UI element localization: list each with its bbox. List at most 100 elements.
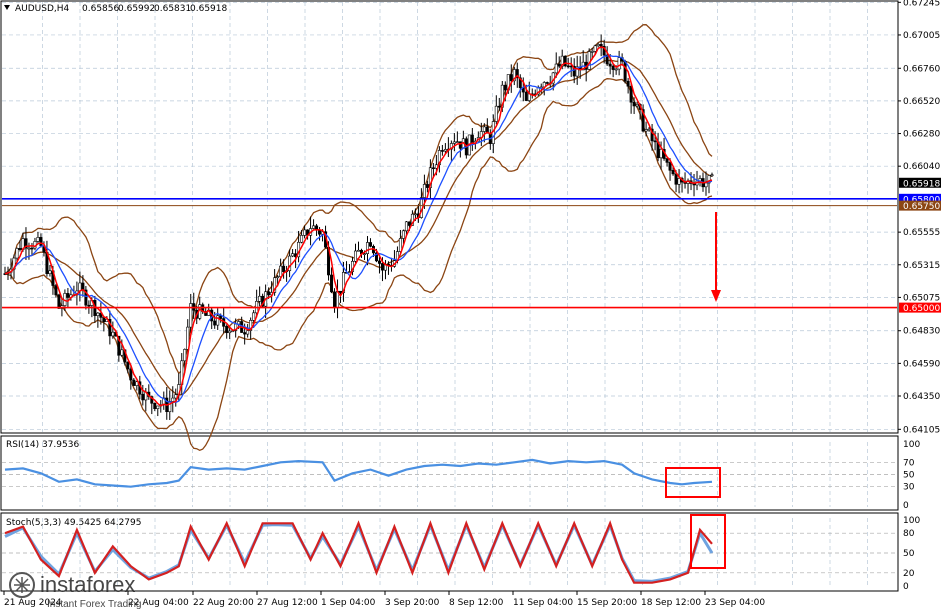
price-tick-label: 0.64350 bbox=[903, 392, 940, 402]
high-value: 0.65992 bbox=[118, 4, 155, 14]
candle-body bbox=[401, 230, 405, 239]
candle-body bbox=[566, 65, 570, 68]
candle-body bbox=[647, 128, 651, 131]
price-tick-label: 0.66520 bbox=[903, 97, 940, 107]
candle-body bbox=[129, 368, 133, 381]
instaforex-watermark: instaforex Instant Forex Trading bbox=[9, 572, 142, 610]
instaforex-logo-icon bbox=[9, 572, 35, 598]
candle-body bbox=[653, 140, 657, 143]
candle-body bbox=[554, 63, 558, 74]
candle-body bbox=[365, 242, 369, 254]
candle-body bbox=[225, 326, 229, 334]
stoch-main-line bbox=[4, 520, 713, 584]
chart-header: AUDUSD,H4 0.65856 0.65992 0.65831 0.6591… bbox=[4, 4, 227, 14]
indicator-tick-label: 50 bbox=[903, 549, 915, 559]
candle-body bbox=[183, 349, 187, 362]
candle-body bbox=[36, 237, 40, 242]
open-value: 0.65856 bbox=[82, 4, 119, 14]
time-tick-label: 23 Sep 04:00 bbox=[705, 598, 765, 608]
candle-body bbox=[102, 317, 106, 323]
candle-body bbox=[659, 149, 663, 159]
candle-body bbox=[18, 248, 22, 250]
instaforex-brand: instaforex bbox=[40, 572, 135, 597]
candle-body bbox=[216, 315, 220, 326]
bollinger_lower-tag-label: 0.65750 bbox=[903, 202, 940, 212]
candle-body bbox=[404, 221, 408, 232]
candle-body bbox=[57, 294, 61, 309]
candle-body bbox=[545, 82, 549, 84]
candle-body bbox=[204, 311, 208, 316]
candle-body bbox=[650, 128, 654, 142]
candle-body bbox=[497, 105, 501, 108]
indicator-tick-label: 100 bbox=[903, 440, 920, 450]
candle-body bbox=[111, 331, 115, 337]
price-tick-label: 0.67245 bbox=[903, 0, 940, 8]
candle-body bbox=[413, 213, 417, 216]
candle-body bbox=[605, 54, 609, 65]
candle-body bbox=[186, 326, 190, 350]
candle-body bbox=[563, 55, 567, 67]
price-tick-label: 0.64105 bbox=[903, 425, 940, 435]
time-axis: 21 Aug 2024 22 Aug 04:00 22 Aug 20:00 27 Au… bbox=[3, 591, 765, 608]
indicator-tick-label: 0 bbox=[903, 582, 909, 592]
candle-body bbox=[704, 182, 708, 188]
candle-body bbox=[515, 69, 519, 79]
time-tick-label: 11 Sep 04:00 bbox=[513, 598, 573, 608]
candle-body bbox=[710, 174, 714, 177]
candle-body bbox=[99, 312, 103, 318]
candle-body bbox=[174, 394, 178, 399]
candle-body bbox=[503, 84, 507, 91]
candle-body bbox=[599, 44, 603, 47]
rsi-axis: 100 70 50 30 0 bbox=[903, 440, 920, 511]
ma-fast-line bbox=[4, 46, 713, 407]
stochastic-title: Stoch(5,3,3) 49.5425 64.2795 bbox=[6, 518, 141, 528]
candle-body bbox=[470, 134, 474, 144]
candle-body bbox=[354, 250, 358, 262]
stochastic-lines bbox=[4, 520, 714, 584]
candle-body bbox=[282, 265, 286, 273]
candle-body bbox=[135, 381, 139, 386]
candle-body bbox=[557, 63, 561, 67]
candle-body bbox=[330, 274, 334, 293]
current_price-tag bbox=[899, 177, 941, 188]
candle-body bbox=[39, 237, 43, 246]
candle-body bbox=[171, 397, 175, 402]
target-tag bbox=[899, 302, 941, 313]
time-tick-label: 3 Sep 20:00 bbox=[385, 598, 440, 608]
candle-body bbox=[641, 109, 645, 132]
time-tick-label: 21 Aug 2024 bbox=[4, 598, 62, 608]
indicator-tick-label: 50 bbox=[903, 471, 915, 481]
rsi-panel bbox=[0, 435, 899, 511]
stochastic-grid bbox=[2, 518, 897, 588]
indicator-tick-label: 30 bbox=[903, 483, 915, 493]
candle-body bbox=[279, 265, 283, 277]
candle-body bbox=[228, 330, 232, 334]
candle-body bbox=[611, 65, 615, 70]
candle-body bbox=[54, 285, 58, 296]
candle-body bbox=[48, 270, 52, 274]
candle-body bbox=[189, 303, 193, 328]
candle-body bbox=[443, 149, 447, 152]
candle-body bbox=[156, 405, 160, 410]
price-tick-label: 0.64830 bbox=[903, 327, 940, 337]
price-tick-label: 0.66760 bbox=[903, 64, 940, 74]
candle-body bbox=[629, 85, 633, 103]
time-tick-label: 27 Aug 12:00 bbox=[257, 598, 318, 608]
time-tick-label: 22 Aug 04:00 bbox=[128, 598, 189, 608]
candle-body bbox=[428, 167, 432, 188]
current_price-tag-label: 0.65918 bbox=[903, 179, 940, 189]
candle-body bbox=[300, 235, 304, 243]
candle-body bbox=[258, 295, 262, 302]
candle-body bbox=[213, 320, 217, 326]
candle-body bbox=[707, 175, 711, 184]
resistance-tag-label: 0.65800 bbox=[903, 195, 940, 205]
candle-body bbox=[494, 105, 498, 122]
symbol-label: AUDUSD,H4 bbox=[15, 4, 70, 14]
candle-body bbox=[303, 229, 307, 236]
candle-body bbox=[572, 65, 576, 77]
main-price-panel bbox=[0, 0, 899, 434]
stochastic-highlight-box bbox=[690, 514, 726, 569]
price-axis: 0.67245 0.67005 0.66760 0.66520 0.66280 0.660… bbox=[898, 0, 940, 435]
candle-body bbox=[126, 361, 130, 370]
candle-body bbox=[291, 253, 295, 257]
